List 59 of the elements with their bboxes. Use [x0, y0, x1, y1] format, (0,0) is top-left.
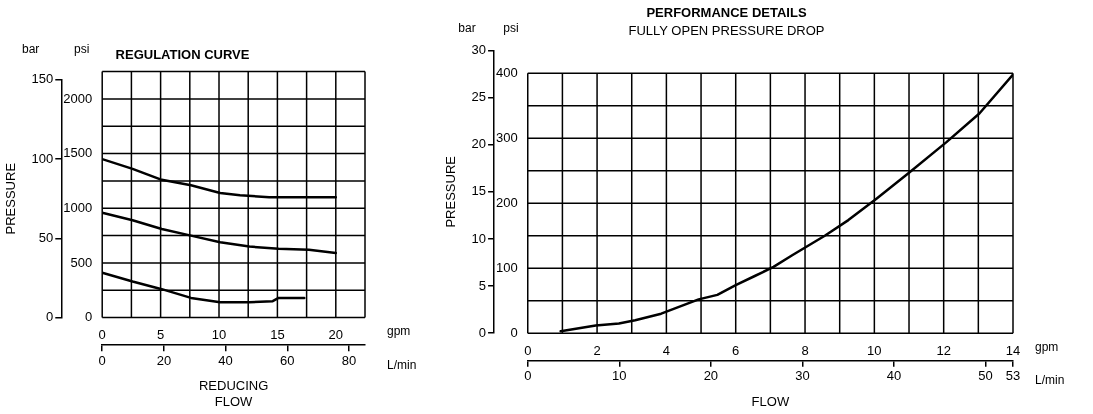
y-tick-label: 100	[496, 259, 518, 275]
x-tick-label: 10	[211, 326, 227, 342]
text: psi	[74, 41, 90, 56]
chart-title: PERFORMANCE DETAILS	[646, 5, 807, 21]
x-tick-label: 2	[593, 342, 601, 358]
y-tick-label: 0	[84, 309, 93, 325]
x2-tick-label: 0	[524, 368, 532, 384]
x2-tick-label: 80	[341, 352, 357, 368]
x-tick-label: 10	[867, 342, 882, 358]
x-axis-title: REDUCING FLOW	[198, 378, 269, 409]
x2-tick-label: 40	[886, 368, 902, 384]
y2-tick-label: 20	[471, 136, 487, 152]
text: bar	[458, 20, 476, 35]
x2-tick-label: 40	[218, 352, 233, 368]
y-tick-label: 400	[496, 64, 518, 80]
chart-subtitle: FULLY OPEN PRESSURE DROP	[628, 22, 825, 38]
text: bar	[21, 41, 40, 56]
y-tick-label: 2000	[63, 90, 93, 106]
y-tick-label: 1000	[63, 199, 93, 215]
y-tick-label: 500	[70, 254, 93, 270]
text: gpm	[387, 323, 411, 338]
y2-tick-label: 10	[471, 230, 487, 246]
text: psi	[503, 20, 519, 35]
x-tick-label: 4	[662, 342, 671, 358]
x2-tick-label: 53	[1005, 368, 1021, 384]
x2-tick-label: 30	[795, 368, 810, 384]
y2-tick-label: 150	[31, 71, 54, 87]
y2-tick-label: 5	[478, 277, 487, 293]
x-tick-label: 0	[524, 342, 532, 358]
y2-axis-title: PRESSURE	[3, 162, 19, 235]
x-tick-label: 14	[1005, 342, 1021, 358]
y2-tick-label: 25	[471, 89, 487, 105]
y2-axis-title: PRESSURE	[443, 155, 459, 228]
text: L/min	[387, 357, 417, 372]
x2-tick-label: 20	[703, 368, 719, 384]
y2-tick-label: 0	[46, 309, 54, 325]
y-tick-label: 300	[496, 129, 518, 145]
x-tick-label: 12	[936, 342, 951, 358]
x2-tick-label: 20	[156, 352, 172, 368]
y2-tick-label: 15	[471, 183, 487, 199]
text: L/min	[1035, 373, 1065, 388]
x-axis-title: FLOW	[751, 393, 790, 409]
chart-title: REGULATION CURVE	[115, 47, 250, 63]
x-tick-label: 15	[270, 326, 285, 342]
x2-tick-label: 10	[612, 368, 627, 384]
text: gpm	[1035, 339, 1059, 354]
x2-tick-label: 0	[98, 352, 106, 368]
y-tick-label: 200	[496, 194, 518, 210]
y2-tick-label: 100	[31, 150, 54, 166]
x2-tick-label: 50	[978, 368, 993, 384]
y2-tick-label: 30	[471, 41, 487, 57]
x-tick-label: 6	[732, 342, 740, 358]
x-tick-label: 8	[801, 342, 809, 358]
x2-tick-label: 60	[280, 352, 295, 368]
y-tick-label: 1500	[63, 145, 93, 161]
x-tick-label: 20	[328, 326, 344, 342]
y2-tick-label: 50	[38, 229, 54, 245]
x-tick-label: 0	[98, 326, 106, 342]
x-tick-label: 5	[156, 326, 165, 342]
